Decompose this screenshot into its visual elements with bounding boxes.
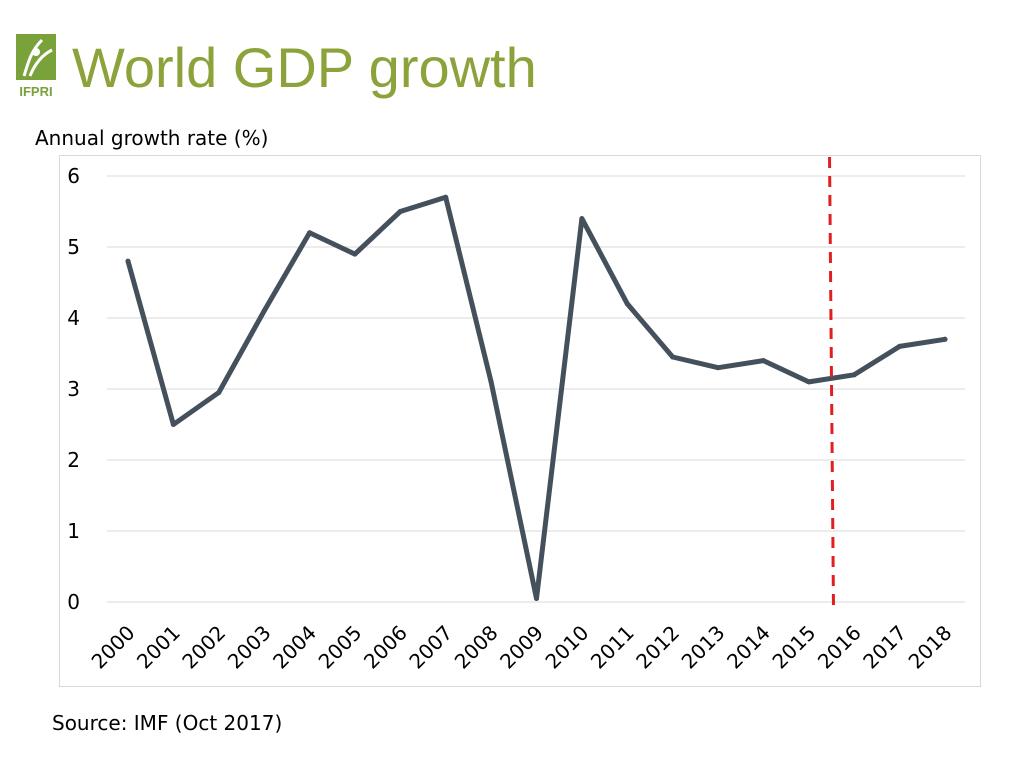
- page-title: World GDP growth: [72, 36, 537, 99]
- logo: IFPRI: [14, 32, 58, 104]
- data-point: [443, 194, 449, 200]
- data-point: [397, 209, 403, 214]
- x-tick-label: 2009: [495, 621, 548, 674]
- data-point: [170, 422, 176, 427]
- source-note: Source: IMF (Oct 2017): [52, 711, 283, 735]
- y-tick-label: 3: [67, 377, 80, 401]
- y-tick-label: 6: [67, 164, 80, 188]
- series-line: [125, 194, 948, 601]
- x-tick-label: 2004: [268, 621, 321, 674]
- x-tick-label: 2017: [858, 621, 911, 674]
- x-tick-label: 2013: [677, 621, 730, 674]
- data-point: [942, 336, 948, 342]
- y-axis-label: Annual growth rate (%): [35, 126, 269, 150]
- x-tick-label: 2014: [722, 621, 775, 674]
- data-point: [307, 230, 313, 236]
- x-tick-label: 2018: [904, 621, 957, 674]
- data-point: [125, 258, 131, 264]
- x-tick-label: 2005: [314, 621, 367, 674]
- x-tick-label: 2012: [631, 621, 684, 674]
- data-point: [715, 365, 721, 371]
- data-point: [579, 216, 585, 222]
- x-tick-label: 2002: [177, 621, 230, 674]
- data-point: [624, 301, 630, 307]
- y-tick-label: 2: [67, 448, 80, 472]
- x-tick-label: 2011: [586, 621, 639, 674]
- x-tick-label: 2000: [87, 621, 140, 674]
- line-chart: 0123456200020012002200320042005200620072…: [67, 156, 965, 674]
- data-point: [806, 379, 812, 385]
- data-point: [760, 358, 766, 364]
- data-point: [261, 308, 267, 314]
- data-point: [488, 379, 494, 385]
- x-tick-label: 2007: [404, 621, 457, 674]
- x-tick-label: 2016: [813, 621, 866, 674]
- data-point: [216, 390, 222, 396]
- forecast-marker-line: [828, 156, 836, 613]
- x-tick-label: 2008: [450, 621, 503, 674]
- logo-text: IFPRI: [19, 84, 52, 99]
- data-point: [897, 343, 903, 349]
- data-point: [352, 251, 358, 257]
- y-tick-label: 4: [67, 306, 80, 330]
- y-tick-label: 5: [67, 235, 80, 259]
- logo-leaf-icon: [16, 34, 56, 80]
- x-tick-label: 2003: [223, 621, 276, 674]
- data-point: [534, 595, 539, 601]
- x-tick-label: 2006: [359, 621, 412, 674]
- x-tick-label: 2015: [767, 621, 820, 674]
- data-point: [851, 372, 857, 378]
- x-tick-label: 2001: [132, 621, 185, 674]
- data-point: [670, 354, 676, 360]
- y-tick-label: 0: [67, 590, 80, 614]
- x-tick-label: 2010: [540, 621, 593, 674]
- y-tick-label: 1: [67, 519, 80, 543]
- chart-area: [59, 155, 981, 687]
